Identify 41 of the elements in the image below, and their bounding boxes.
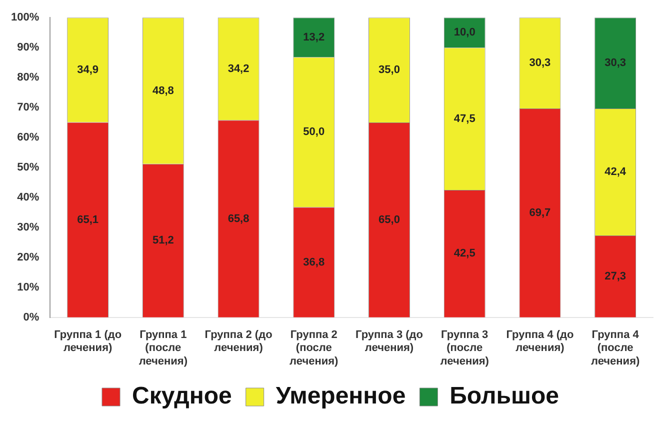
data-label: 30,3 [529,57,551,70]
y-tick-label: 50% [17,162,40,174]
data-label: 42,4 [604,166,627,178]
data-label: 27,3 [604,270,626,283]
legend-label: Скудное [132,382,232,410]
data-label: 30,3 [604,57,626,70]
y-tick-label: 80% [17,72,40,84]
data-label: 50,0 [303,126,325,138]
x-tick-label: Группа 2 (до лечения) [204,329,273,354]
data-label: 47,5 [454,112,476,125]
data-label: 48,8 [152,84,174,97]
data-label: 10,0 [454,26,476,39]
y-tick-label: 70% [17,102,40,114]
legend-label: Большое [450,382,560,410]
data-label: 42,5 [454,248,476,260]
y-tick-label: 30% [17,221,40,234]
x-tick-label: Группа 3 (до лечения) [355,329,424,354]
x-tick-label: Группа 4 (после лечения) [590,329,640,368]
data-label: 13,2 [303,31,325,44]
data-label: 36,8 [303,256,325,268]
data-label: 35,0 [378,64,400,76]
x-tick-label: Группа 2 (после лечения) [290,329,339,368]
data-label: 51,2 [152,234,174,247]
data-label: 34,9 [77,64,99,76]
x-tick-label: Группа 3 (после лечения) [440,329,490,368]
y-tick-label: 0% [23,311,40,324]
x-tick-label: Группа 1 (после лечения) [138,329,188,368]
data-label: 65,8 [228,212,250,225]
y-tick-label: 60% [17,132,40,144]
x-tick-label: Группа 1 (до лечения) [54,329,122,354]
x-tick-label: Группа 4 (до лечения) [506,329,574,354]
y-tick-label: 100% [10,12,40,24]
y-tick-label: 20% [17,251,40,264]
y-tick-label: 40% [17,192,40,204]
data-label: 65,0 [378,214,400,226]
data-label: 34,2 [228,62,250,75]
y-tick-label: 10% [17,281,40,294]
data-label: 65,1 [77,214,99,226]
y-tick-label: 90% [17,42,40,54]
data-label: 69,7 [529,206,551,219]
legend-label: Умеренное [276,382,406,410]
